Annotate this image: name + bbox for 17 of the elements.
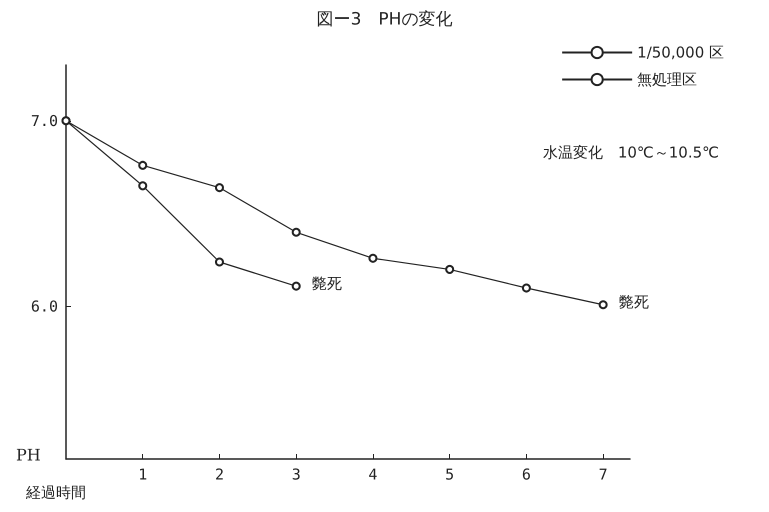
x-tick-label: 7 [598, 466, 608, 484]
chart-title: 図ー3 PHの変化 [316, 10, 452, 30]
x-tick-label: 3 [292, 466, 301, 484]
legend-label: 無処理区 [637, 70, 698, 88]
annotation: 斃死 [619, 293, 650, 312]
y-tick-label: 7.0 [30, 112, 58, 130]
y-axis-title: PH [16, 446, 41, 464]
annotation: 水温変化 10℃～10.5℃ [542, 144, 720, 162]
x-tick-label: 2 [214, 466, 224, 484]
x-tick-label: 1 [138, 466, 148, 484]
x-tick-label: 5 [445, 466, 454, 484]
y-tick-label: 6.0 [30, 298, 58, 316]
annotation: 斃死 [312, 274, 342, 293]
x-axis-title: 経過時間 [25, 484, 86, 502]
legend-label: 1/50,000 区 [637, 44, 724, 62]
x-tick-label: 6 [522, 466, 531, 484]
x-tick-label: 4 [368, 466, 378, 484]
